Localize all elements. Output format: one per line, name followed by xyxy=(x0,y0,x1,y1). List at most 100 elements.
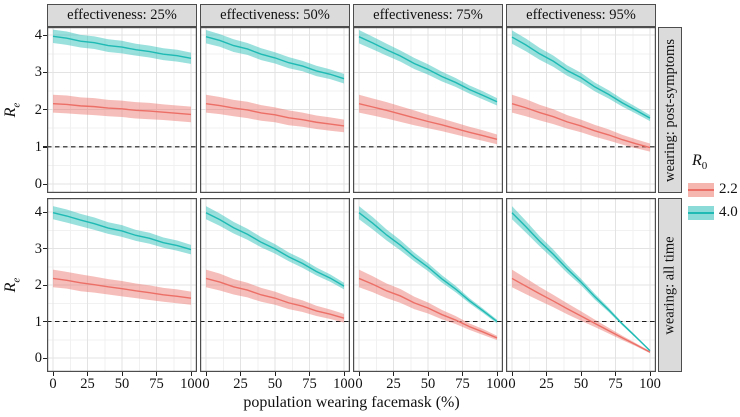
x-tick-mark xyxy=(190,372,192,376)
x-tick-label-text: 75 xyxy=(302,376,317,392)
legend-key-swatch-2.2 xyxy=(688,182,714,197)
legend-entry-r0-4.0: 4.0 xyxy=(688,204,740,221)
ribbon-r0-2.2 xyxy=(206,94,344,133)
x-tick-mark xyxy=(511,372,513,376)
x-tick-label: 0 xyxy=(36,376,70,392)
y-tick-mark xyxy=(43,357,47,359)
line-r0-4.0 xyxy=(511,212,651,352)
y-axis-title-top-row: Re xyxy=(0,80,24,140)
y-tick-label-text: 3 xyxy=(34,64,42,81)
x-tick-label-text: 0 xyxy=(508,376,516,392)
ribbon-r0-2.2 xyxy=(512,269,650,354)
x-tick-label-text: 0 xyxy=(355,376,363,392)
line-r0-4.0 xyxy=(358,212,498,323)
x-tick-mark xyxy=(462,372,464,376)
x-tick-mark xyxy=(393,372,395,376)
x-tick-label: 100 xyxy=(480,376,514,392)
line-r0-2.2 xyxy=(511,277,651,353)
x-tick-label-text: 75 xyxy=(149,376,164,392)
x-tick-label: 50 xyxy=(258,376,292,392)
y-tick-label-text: 0 xyxy=(34,350,42,366)
y-tick-label-text: 3 xyxy=(34,240,42,257)
y-tick-label: 2 xyxy=(24,276,42,294)
x-tick-mark xyxy=(358,372,360,376)
x-tick-label-text: 50 xyxy=(573,376,589,392)
y-tick-mark xyxy=(43,211,47,213)
facet-row-strip-0-text: wearing: post-symptoms xyxy=(661,38,678,182)
x-axis-title: population wearing facemask (%) xyxy=(243,394,460,411)
y-axis-title-text: Re xyxy=(1,277,23,293)
line-r0-4.0 xyxy=(358,36,498,103)
line-r0-4.0 xyxy=(52,212,192,251)
x-tick-label: 50 xyxy=(411,376,445,392)
x-tick-label-text: 0 xyxy=(49,376,57,392)
legend-key-line xyxy=(688,188,714,191)
y-tick-mark xyxy=(43,146,47,148)
line-r0-2.2 xyxy=(52,102,192,116)
panel-plot xyxy=(353,198,504,373)
y-tick-label-text: 1 xyxy=(34,313,42,330)
y-tick-mark xyxy=(43,109,47,111)
x-tick-label: 100 xyxy=(174,376,208,392)
x-tick-mark xyxy=(427,372,429,376)
facet-row-strip-1-text: wearing: all time xyxy=(661,235,678,335)
x-tick-label: 0 xyxy=(342,376,376,392)
x-tick-mark xyxy=(615,372,617,376)
x-tick-mark xyxy=(496,372,498,376)
x-tick-label-text: 25 xyxy=(233,376,248,392)
y-tick-label: 3 xyxy=(24,63,42,81)
x-tick-label-text: 100 xyxy=(333,376,355,392)
x-tick-label: 25 xyxy=(530,376,564,392)
panel-plot xyxy=(47,198,198,373)
line-r0-4.0 xyxy=(205,36,345,80)
y-tick-mark xyxy=(43,284,47,286)
x-tick-label: 75 xyxy=(446,376,480,392)
legend-title: R0 xyxy=(692,152,708,173)
x-tick-mark xyxy=(121,372,123,376)
y-tick-label-text: 4 xyxy=(34,27,42,44)
x-tick-label-text: 100 xyxy=(486,376,508,392)
legend-key-line xyxy=(688,211,714,214)
x-tick-mark xyxy=(274,372,276,376)
y-tick-label-text: 2 xyxy=(34,277,42,293)
x-tick-label: 100 xyxy=(633,376,667,392)
x-tick-label: 25 xyxy=(71,376,105,392)
panel-post-symptoms-50pct xyxy=(200,27,351,194)
ribbon-r0-4.0 xyxy=(206,29,344,84)
y-tick-mark xyxy=(43,248,47,250)
line-r0-4.0 xyxy=(511,36,651,119)
x-tick-label-text: 25 xyxy=(80,376,95,392)
facet-col-strip-2-text: effectiveness: 75% xyxy=(373,7,483,23)
line-r0-2.2 xyxy=(511,102,651,149)
x-tick-label-text: 50 xyxy=(114,376,130,392)
x-tick-mark xyxy=(580,372,582,376)
x-tick-mark xyxy=(649,372,651,376)
facet-col-strip-1: effectiveness: 50% xyxy=(200,4,350,27)
panel-plot xyxy=(506,27,657,194)
line-r0-2.2 xyxy=(205,102,345,127)
ribbon-r0-2.2 xyxy=(359,269,497,341)
x-tick-label: 0 xyxy=(189,376,223,392)
facet-col-strip-3: effectiveness: 95% xyxy=(506,4,656,27)
facet-col-strip-0: effectiveness: 25% xyxy=(47,4,197,27)
y-tick-label-text: 1 xyxy=(34,138,42,155)
panel-all-time-75pct xyxy=(353,198,504,373)
line-r0-2.2 xyxy=(52,277,192,299)
y-tick-mark xyxy=(43,321,47,323)
ribbon-r0-4.0 xyxy=(53,206,191,255)
x-tick-mark xyxy=(87,372,89,376)
x-tick-label: 50 xyxy=(564,376,598,392)
line-r0-2.2 xyxy=(205,277,345,319)
legend: R0 2.2 4.0 xyxy=(688,152,740,227)
facet-col-strip-0-text: effectiveness: 25% xyxy=(67,7,177,23)
y-tick-label: 4 xyxy=(24,26,42,44)
x-tick-mark xyxy=(205,372,207,376)
panel-plot xyxy=(200,198,351,373)
y-tick-label-text: 0 xyxy=(34,176,42,192)
panel-plot xyxy=(353,27,504,194)
facet-col-strip-1-text: effectiveness: 50% xyxy=(220,7,330,23)
y-tick-label: 2 xyxy=(24,101,42,119)
x-tick-label-text: 25 xyxy=(386,376,401,392)
x-tick-mark xyxy=(309,372,311,376)
